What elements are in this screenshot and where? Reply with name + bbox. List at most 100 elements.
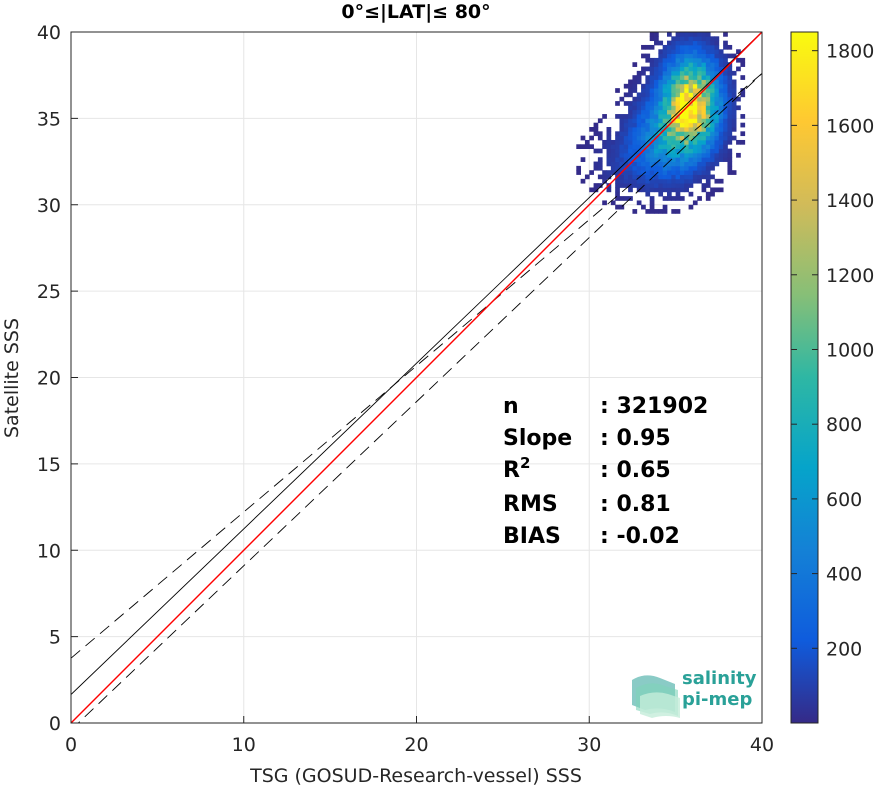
density-cell (718, 131, 724, 137)
density-cell (679, 178, 685, 184)
density-cell (697, 118, 702, 124)
density-cell (723, 152, 728, 158)
density-cell (615, 161, 620, 167)
density-cell (645, 152, 651, 158)
density-cell (649, 96, 655, 102)
density-cell (684, 148, 689, 154)
density-cell (710, 152, 715, 158)
density-cell (654, 161, 659, 167)
density-cell (679, 75, 685, 80)
density-cell (697, 57, 702, 63)
density-cell (580, 157, 586, 162)
density-cell (671, 127, 677, 132)
density-cell (662, 44, 668, 50)
density-cell (632, 83, 638, 89)
density-cell (632, 135, 638, 141)
density-cell (688, 144, 694, 150)
density-cell (649, 32, 655, 37)
density-cell (701, 75, 707, 80)
density-cell (602, 139, 607, 145)
density-cell (666, 157, 672, 162)
density-cell (632, 165, 638, 171)
density-cell (632, 170, 638, 175)
density-cell (641, 122, 646, 128)
density-cell (692, 105, 698, 111)
density-cell (736, 96, 741, 102)
density-cell (684, 122, 689, 128)
density-cell (679, 161, 685, 167)
density-cell (718, 122, 724, 128)
density-cell (731, 88, 737, 93)
density-cell (675, 32, 681, 37)
density-cell (727, 83, 733, 89)
density-cell (714, 92, 720, 98)
colorbar-tick-label: 400 (826, 564, 862, 586)
density-cell (714, 131, 720, 137)
density-cell (679, 88, 685, 93)
density-cell (731, 118, 737, 124)
colorbar (790, 31, 819, 724)
density-cell (731, 79, 737, 85)
density-cell (718, 178, 724, 184)
density-cell (718, 53, 724, 59)
density-cell (675, 144, 681, 150)
density-cell (710, 83, 715, 89)
density-cell (593, 187, 599, 193)
density-cell (701, 183, 707, 188)
density-cell (705, 70, 711, 76)
density-cell (679, 118, 685, 124)
colorbar-tick-label: 1600 (826, 115, 874, 137)
density-cell (701, 161, 707, 167)
density-cell (710, 139, 715, 145)
density-cell (692, 200, 698, 206)
density-cell (666, 196, 672, 201)
density-cell (723, 40, 728, 46)
logo-line1: salinity (682, 668, 757, 689)
density-cell (714, 105, 720, 111)
density-cell (658, 62, 664, 67)
density-cell (645, 191, 651, 197)
density-cell (658, 152, 664, 158)
density-cell (705, 49, 711, 54)
density-cell (619, 183, 625, 188)
density-cell (731, 135, 737, 141)
density-cell (615, 148, 620, 154)
density-cell (666, 165, 672, 171)
density-cell (623, 122, 629, 128)
density-cell (671, 139, 677, 145)
density-cell (710, 88, 715, 93)
density-cell (688, 114, 694, 119)
density-cell (606, 135, 612, 141)
density-cell (675, 44, 681, 50)
density-cell (671, 152, 677, 158)
density-cell (597, 183, 603, 188)
density-cell (658, 75, 664, 80)
density-cell (671, 161, 677, 167)
density-cell (705, 88, 711, 93)
density-cell (714, 178, 720, 184)
density-cell (710, 122, 715, 128)
density-cell (684, 187, 689, 193)
density-cell (671, 79, 677, 85)
density-cell (636, 92, 642, 98)
density-cell (727, 79, 733, 85)
density-cell (736, 49, 741, 54)
density-cell (671, 92, 677, 98)
density-cell (589, 187, 594, 193)
density-cell (675, 88, 681, 93)
density-cell (697, 148, 702, 154)
density-cell (714, 127, 720, 132)
density-cell (679, 62, 685, 67)
density-cell (705, 44, 711, 50)
density-cell (671, 36, 677, 42)
density-cell (684, 152, 689, 158)
density-cell (705, 36, 711, 42)
density-cell (658, 49, 664, 54)
density-cell (645, 44, 651, 50)
density-cell (666, 75, 672, 80)
stats-label: BIAS (503, 524, 561, 549)
density-cell (705, 161, 711, 167)
density-cell (718, 62, 724, 67)
density-cell (623, 174, 629, 180)
density-cell (658, 174, 664, 180)
